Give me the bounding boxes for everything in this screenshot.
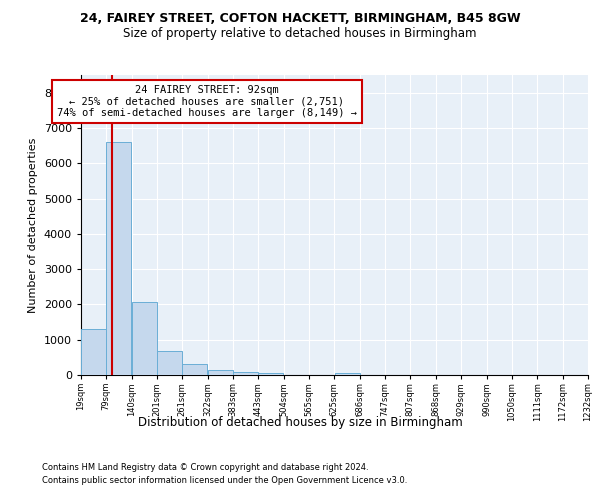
Bar (132, 302, 157, 375)
Bar (233, 372, 258, 375)
Y-axis label: Number of detached properties: Number of detached properties (28, 138, 38, 312)
Bar (157, 351, 182, 375)
Bar (81, 329, 106, 375)
Text: Size of property relative to detached houses in Birmingham: Size of property relative to detached ho… (123, 28, 477, 40)
Text: Distribution of detached houses by size in Birmingham: Distribution of detached houses by size … (137, 416, 463, 429)
Text: Contains HM Land Registry data © Crown copyright and database right 2024.: Contains HM Land Registry data © Crown c… (42, 464, 368, 472)
Bar (335, 373, 359, 375)
Text: 24 FAIREY STREET: 92sqm
← 25% of detached houses are smaller (2,751)
74% of semi: 24 FAIREY STREET: 92sqm ← 25% of detache… (57, 85, 357, 118)
Bar (182, 364, 208, 375)
Bar (208, 370, 233, 375)
Text: 24, FAIREY STREET, COFTON HACKETT, BIRMINGHAM, B45 8GW: 24, FAIREY STREET, COFTON HACKETT, BIRMI… (80, 12, 520, 26)
Bar (259, 373, 283, 375)
Bar (106, 142, 131, 375)
Text: Contains public sector information licensed under the Open Government Licence v3: Contains public sector information licen… (42, 476, 407, 485)
